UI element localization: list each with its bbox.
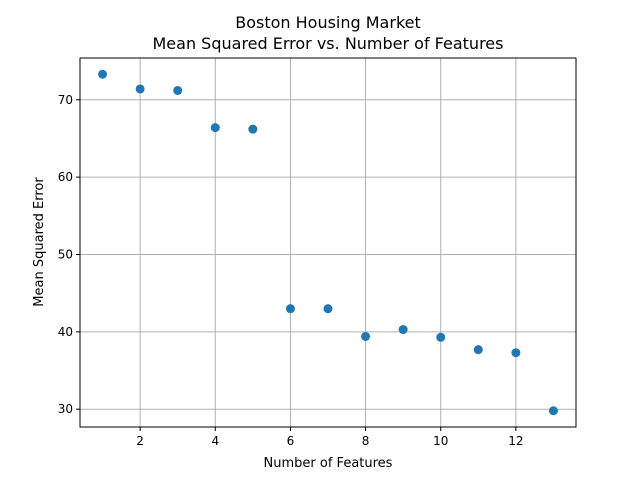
y-tick-label: 50 <box>58 247 73 261</box>
plot-frame <box>79 57 577 428</box>
x-axis-label: Number of Features <box>264 456 393 471</box>
grid-lines <box>80 58 576 427</box>
data-point <box>436 332 446 342</box>
data-point <box>511 348 521 358</box>
data-point <box>285 304 295 314</box>
x-tick-label: 10 <box>433 434 448 448</box>
y-tick-label: 30 <box>58 402 73 416</box>
y-tick-label: 40 <box>58 325 73 339</box>
data-point <box>361 331 371 341</box>
data-point <box>173 85 183 95</box>
data-point <box>210 123 220 133</box>
x-tick-label: 6 <box>287 434 295 448</box>
chart-title: Boston Housing Market <box>235 13 421 32</box>
chart-subtitle: Mean Squared Error vs. Number of Feature… <box>153 34 504 53</box>
y-tick-label: 70 <box>58 93 73 107</box>
data-point <box>398 325 408 335</box>
x-tick-label: 8 <box>362 434 370 448</box>
y-tick-label: 60 <box>58 170 73 184</box>
x-tick-label: 12 <box>508 434 523 448</box>
data-points <box>98 69 558 416</box>
data-point <box>248 124 258 134</box>
data-point <box>98 69 108 79</box>
y-axis-label: Mean Squared Error <box>32 177 47 307</box>
x-tick-label: 4 <box>211 434 219 448</box>
axis-ticks: 2 4 6 8 10 12 30 40 50 60 70 <box>58 93 524 448</box>
data-point <box>135 84 145 94</box>
x-tick-label: 2 <box>136 434 144 448</box>
data-point <box>548 406 558 416</box>
data-point <box>473 345 483 355</box>
data-point <box>323 304 333 314</box>
